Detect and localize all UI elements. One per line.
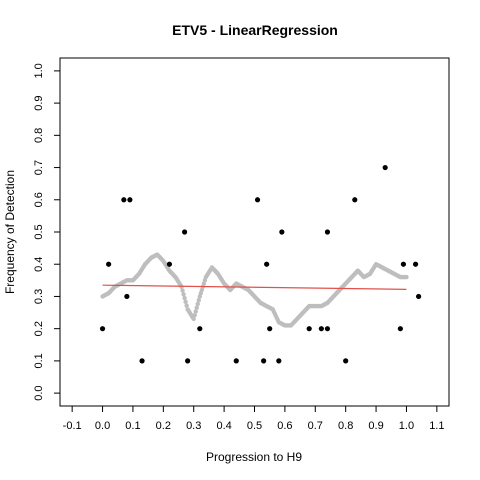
data-point xyxy=(255,197,260,202)
x-tick-label: 0.3 xyxy=(186,420,201,432)
x-tick-label: 0.9 xyxy=(368,420,383,432)
data-point xyxy=(383,165,388,170)
y-tick-label: 0.2 xyxy=(33,321,45,336)
data-point xyxy=(307,326,312,331)
y-tick-label: 0.6 xyxy=(33,192,45,207)
data-point xyxy=(182,229,187,234)
y-axis-label: Frequency of Detection xyxy=(3,170,17,294)
x-axis: -0.1 0.0 0.1 0.2 0.3 0.4 0.5 0.6 0.7 0.8 0.9 1.0 1.1 xyxy=(63,406,445,432)
smooth-point xyxy=(192,317,196,321)
data-point xyxy=(276,358,281,363)
y-tick-label: 0.1 xyxy=(33,353,45,368)
data-point xyxy=(167,262,172,267)
data-point xyxy=(197,326,202,331)
smooth-point xyxy=(180,288,184,292)
data-point xyxy=(267,326,272,331)
data-point xyxy=(234,358,239,363)
smooth-point xyxy=(193,313,197,317)
x-tick-label: 0.7 xyxy=(308,420,323,432)
data-point xyxy=(185,358,190,363)
data-point xyxy=(325,229,330,234)
x-tick-label: 0.0 xyxy=(95,420,110,432)
y-tick-label: 0.9 xyxy=(33,95,45,110)
plot-frame xyxy=(60,58,449,406)
data-point xyxy=(279,229,284,234)
smooth-point xyxy=(195,306,199,310)
data-point xyxy=(325,326,330,331)
y-axis: 0.0 0.1 0.2 0.3 0.4 0.5 0.6 0.7 0.8 0.9 1.0 xyxy=(33,63,60,401)
data-point xyxy=(127,197,132,202)
data-point xyxy=(264,262,269,267)
data-point xyxy=(401,262,406,267)
smooth-point xyxy=(197,298,201,302)
x-tick-label: 1.1 xyxy=(429,420,444,432)
data-point xyxy=(100,326,105,331)
y-tick-label: 0.5 xyxy=(33,224,45,239)
chart-title: ETV5 - LinearRegression xyxy=(172,22,338,38)
y-tick-label: 0.7 xyxy=(33,160,45,175)
smooth-point xyxy=(181,292,185,296)
x-tick-label: 0.5 xyxy=(247,420,262,432)
y-tick-label: 0.0 xyxy=(33,385,45,400)
x-tick-label: -0.1 xyxy=(63,420,82,432)
data-point xyxy=(124,294,129,299)
data-point xyxy=(413,262,418,267)
data-point xyxy=(319,326,324,331)
data-point xyxy=(416,294,421,299)
data-point xyxy=(139,358,144,363)
smooth-curve-layer xyxy=(100,252,408,327)
data-point xyxy=(261,358,266,363)
y-tick-label: 0.8 xyxy=(33,128,45,143)
data-point xyxy=(121,197,126,202)
y-tick-label: 0.4 xyxy=(33,257,45,272)
smooth-point xyxy=(404,275,408,279)
data-point xyxy=(106,262,111,267)
x-tick-label: 0.2 xyxy=(156,420,171,432)
regression-line xyxy=(103,285,407,289)
smooth-point xyxy=(183,300,187,304)
data-points-layer xyxy=(100,165,421,364)
x-tick-label: 0.1 xyxy=(125,420,140,432)
x-tick-label: 1.0 xyxy=(399,420,414,432)
x-tick-label: 0.8 xyxy=(338,420,353,432)
x-axis-label: Progression to H9 xyxy=(206,450,302,464)
x-tick-label: 0.6 xyxy=(277,420,292,432)
smooth-point xyxy=(182,296,186,300)
data-point xyxy=(398,326,403,331)
x-tick-label: 0.4 xyxy=(216,420,231,432)
y-tick-label: 0.3 xyxy=(33,289,45,304)
regression-line-layer xyxy=(103,285,407,289)
y-tick-label: 1.0 xyxy=(33,63,45,78)
smooth-point xyxy=(194,309,198,313)
smooth-point xyxy=(196,302,200,306)
data-point xyxy=(343,358,348,363)
smooth-point xyxy=(184,303,188,307)
data-point xyxy=(352,197,357,202)
